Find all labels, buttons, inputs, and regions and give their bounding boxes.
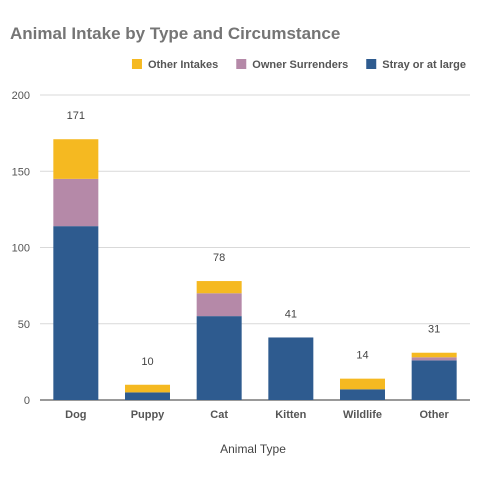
x-tick-label: Wildlife bbox=[343, 409, 382, 421]
x-axis-ticks: Dog Puppy Cat Kitten Wildlife Other bbox=[65, 409, 449, 421]
legend-swatch bbox=[131, 59, 142, 69]
bar-segment bbox=[340, 389, 385, 400]
bar-segment bbox=[53, 226, 99, 400]
x-tick-label: Kitten bbox=[275, 409, 306, 421]
x-tick-label: Puppy bbox=[131, 409, 165, 421]
legend: Other Intakes Owner Surrenders Stray or at… bbox=[131, 59, 466, 71]
bar-segment bbox=[53, 178, 99, 227]
bar-segment bbox=[125, 392, 170, 400]
bar-total-label: 41 bbox=[285, 308, 297, 320]
bar-segment bbox=[411, 360, 457, 400]
y-tick-label: 50 bbox=[18, 319, 30, 331]
bar-total-label: 14 bbox=[356, 350, 368, 362]
bar-segment bbox=[411, 352, 457, 358]
bar-segment bbox=[340, 378, 385, 390]
gridlines bbox=[40, 94, 470, 401]
bar-total-label: 31 bbox=[428, 324, 440, 336]
x-axis-title: Animal Type bbox=[220, 442, 286, 456]
y-tick-label: 100 bbox=[12, 243, 30, 255]
bar-segment bbox=[268, 337, 314, 400]
legend-label: Owner Surrenders bbox=[252, 59, 348, 71]
bar-total-label: 10 bbox=[141, 356, 153, 368]
bar-total-label: 78 bbox=[213, 252, 225, 264]
chart-title: Animal Intake by Type and Circumstance bbox=[10, 24, 341, 43]
legend-label: Stray or at large bbox=[382, 59, 466, 71]
bars bbox=[53, 139, 457, 400]
bar-segment bbox=[196, 316, 242, 400]
y-tick-label: 200 bbox=[12, 90, 30, 102]
bar-segment bbox=[196, 293, 242, 317]
legend-swatch bbox=[366, 59, 377, 69]
x-tick-label: Dog bbox=[65, 409, 86, 421]
x-tick-label: Cat bbox=[210, 409, 228, 421]
y-tick-label: 0 bbox=[24, 395, 30, 407]
total-labels: 171 10 78 41 14 31 bbox=[67, 110, 441, 368]
x-tick-label: Other bbox=[419, 409, 449, 421]
y-axis-ticks: 0 50 100 150 200 bbox=[12, 90, 30, 407]
bar-total-label: 171 bbox=[67, 110, 85, 122]
bar-segment bbox=[53, 139, 99, 179]
bar-segment bbox=[196, 281, 242, 294]
bar-segment bbox=[411, 357, 457, 361]
y-tick-label: 150 bbox=[12, 166, 30, 178]
legend-label: Other Intakes bbox=[148, 59, 218, 71]
bar-segment bbox=[125, 384, 170, 393]
legend-swatch bbox=[236, 59, 247, 69]
